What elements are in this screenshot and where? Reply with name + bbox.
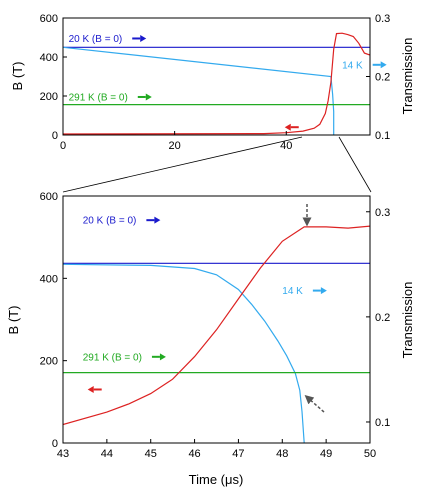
top-y-tick-label-0: 0 bbox=[52, 130, 58, 142]
top-plot-area bbox=[63, 32, 370, 135]
top-y-axis-label: B (T) bbox=[10, 62, 25, 91]
bottom-ticks: 43 44 45 46 47 48 49 50 0 200 400 600 0.1 0.2 0.3 bbox=[40, 191, 391, 460]
bottom-annotation-arrowhead-2 bbox=[320, 287, 327, 295]
top-x-tick-label-0: 0 bbox=[60, 140, 66, 152]
bottom-y2-tick-label-0: 0.1 bbox=[375, 417, 390, 429]
bottom-annotation-arrowhead-0 bbox=[154, 216, 161, 224]
bottom-y-tick-label-2: 400 bbox=[40, 273, 58, 285]
bottom-x-axis-label: Time (μs) bbox=[189, 472, 244, 487]
bottom-x-tick-label-3: 46 bbox=[188, 448, 200, 460]
top-annotation-1: 291 K (B = 0) bbox=[69, 92, 128, 103]
indicator-arrow-drop bbox=[304, 395, 325, 413]
top-x-tick-label-1: 20 bbox=[169, 140, 181, 152]
bottom-y-axis-label: B (T) bbox=[6, 306, 21, 335]
bottom-y2-tick-label-1: 0.2 bbox=[375, 312, 390, 324]
bottom-panel: 43 44 45 46 47 48 49 50 0 200 400 600 0.1 0.2 0.3 20 K… bbox=[6, 191, 415, 487]
bottom-x-tick-label-0: 43 bbox=[57, 448, 69, 460]
bottom-series-line-1 bbox=[63, 263, 305, 443]
bottom-annotation-2: 14 K bbox=[282, 286, 303, 297]
top-axis-arrowhead-red bbox=[284, 123, 291, 131]
bottom-x-tick-label-1: 44 bbox=[101, 448, 113, 460]
zoom-connector-left bbox=[62, 136, 303, 193]
bottom-y-tick-label-3: 600 bbox=[40, 191, 58, 203]
bottom-y2-axis-label: Transmission bbox=[400, 282, 415, 359]
top-y-tick-label-3: 600 bbox=[40, 13, 58, 25]
bottom-annotation-0: 20 K (B = 0) bbox=[83, 216, 137, 227]
bottom-x-tick-label-2: 45 bbox=[145, 448, 157, 460]
bottom-series-line-3 bbox=[63, 225, 370, 426]
top-annotation-2: 14 K bbox=[342, 60, 363, 71]
zoom-connector-right bbox=[338, 136, 372, 193]
top-x-tick-label-2: 40 bbox=[280, 140, 292, 152]
bottom-x-tick-label-7: 50 bbox=[364, 448, 376, 460]
bottom-y2-tick-label-2: 0.3 bbox=[375, 207, 390, 219]
top-annotation-0: 20 K (B = 0) bbox=[69, 34, 123, 45]
top-y-tick-label-2: 400 bbox=[40, 52, 58, 64]
bottom-x-tick-label-6: 49 bbox=[320, 448, 332, 460]
bottom-annotation-arrowhead-1 bbox=[159, 353, 166, 361]
bottom-x-tick-label-4: 47 bbox=[232, 448, 244, 460]
bottom-annotations: 20 K (B = 0) 291 K (B = 0) 14 K bbox=[83, 216, 327, 393]
bottom-plot-area bbox=[63, 225, 370, 443]
top-y2-axis-label: Transmission bbox=[400, 38, 415, 115]
bottom-y-tick-label-1: 200 bbox=[40, 356, 58, 368]
top-y2-tick-label-2: 0.3 bbox=[375, 13, 390, 25]
top-series-line-3 bbox=[63, 32, 370, 135]
bottom-x-tick-label-5: 48 bbox=[276, 448, 288, 460]
top-annotation-arrowhead-2 bbox=[380, 61, 387, 69]
bottom-annotation-1: 291 K (B = 0) bbox=[83, 352, 142, 363]
bottom-plot-frame bbox=[62, 195, 371, 444]
bottom-y-tick-label-0: 0 bbox=[52, 438, 58, 450]
top-y2-tick-label-0: 0.1 bbox=[375, 130, 390, 142]
top-y-tick-label-1: 200 bbox=[40, 91, 58, 103]
bottom-axis-arrowhead-red bbox=[87, 385, 94, 393]
top-y2-tick-label-1: 0.2 bbox=[375, 72, 390, 84]
top-annotation-arrowhead-1 bbox=[145, 93, 152, 101]
top-annotations: 20 K (B = 0) 291 K (B = 0) 14 K bbox=[69, 34, 387, 131]
top-series-line-1 bbox=[63, 46, 335, 135]
top-annotation-arrowhead-0 bbox=[140, 34, 147, 42]
